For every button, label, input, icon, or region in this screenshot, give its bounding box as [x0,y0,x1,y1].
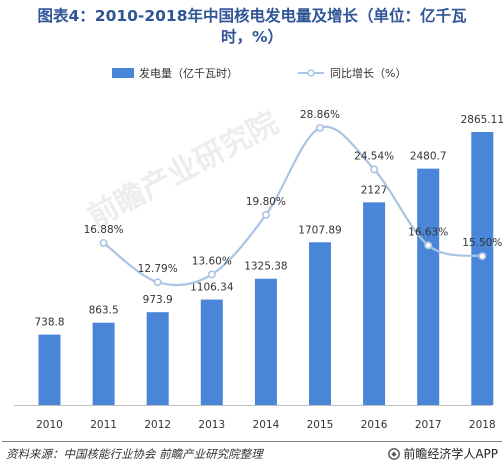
bar-value-label: 2865.11 [461,114,504,126]
legend: 发电量（亿千瓦时） 同比增长（%） [112,66,406,80]
growth-point [478,252,487,261]
growth-point [99,238,108,247]
bar-series: 738.8 863.5 973.9 1106.34 1325.38 1707.89 2127… [34,114,504,405]
bar [363,202,386,405]
brand-label: 前瞻经济学人APP [403,447,498,461]
x-tick-label: 2017 [415,419,442,431]
bar [254,278,277,405]
watermark: 前瞻产业研究院 [82,106,284,235]
brand-logo-icon [388,447,401,460]
x-tick-label: 2012 [144,419,171,431]
growth-value-label: 13.60% [192,255,232,267]
bar-value-label: 738.8 [34,317,64,329]
growth-point [153,278,162,287]
chart-title: 图表4：2010-2018年中国核电发电量及增长（单位：亿千瓦 时，%） [0,6,504,48]
footer-divider [2,441,502,442]
x-tick-label: 2018 [469,419,496,431]
growth-value-label: 28.86% [300,109,340,121]
growth-value-label: 15.50% [462,237,502,249]
growth-value-label: 16.88% [84,224,124,236]
growth-value-label: 12.79% [138,263,178,275]
growth-line [102,125,483,287]
legend-swatch-bar [112,68,134,78]
chart-title-line-1: 图表4：2010-2018年中国核电发电量及增长（单位：亿千瓦 [37,7,467,25]
bar [417,168,440,405]
growth-point [207,270,216,279]
growth-value-label: 24.54% [354,150,394,162]
line-series: 16.88% 12.79% 13.60% 19.80% 28.86% 24.54% 16.6… [84,109,502,287]
x-tick-label: 2013 [198,419,225,431]
legend-marker-line [307,69,315,77]
chart-title-line-2: 时，%） [220,28,284,46]
growth-point [315,123,324,132]
growth-point [261,210,270,219]
x-tick-label: 2016 [361,419,388,431]
growth-value-label: 19.80% [246,196,286,208]
brand: 前瞻经济学人APP [388,445,498,462]
bar-value-label: 1707.89 [298,224,341,236]
bar [309,242,331,405]
x-tick-label: 2011 [90,419,117,431]
x-tick-label: 2015 [307,419,334,431]
bar-value-label: 1325.38 [244,261,287,273]
bar-value-label: 863.5 [89,305,119,317]
bar [92,322,115,405]
bar-value-label: 1106.34 [190,282,234,294]
x-axis: 2010 2011 2012 2013 2014 2015 2016 2017 2018 [14,405,496,431]
bar-value-label: 973.9 [143,294,173,306]
bar [146,312,169,405]
bar-value-label: 2127 [361,184,388,196]
bar-value-label: 2480.7 [410,151,447,163]
growth-value-label: 16.63% [408,226,448,238]
bar [200,299,223,405]
x-tick-label: 2010 [36,419,63,431]
legend-label-line: 同比增长（%） [330,66,406,80]
growth-point [424,241,433,250]
legend-label-bar: 发电量（亿千瓦时） [139,66,238,80]
bar [471,132,494,405]
growth-point [370,165,379,174]
x-tick-label: 2014 [253,419,280,431]
bar [38,334,61,405]
source-note: 资料来源：中国核能行业协会 前瞻产业研究院整理 [6,447,263,461]
